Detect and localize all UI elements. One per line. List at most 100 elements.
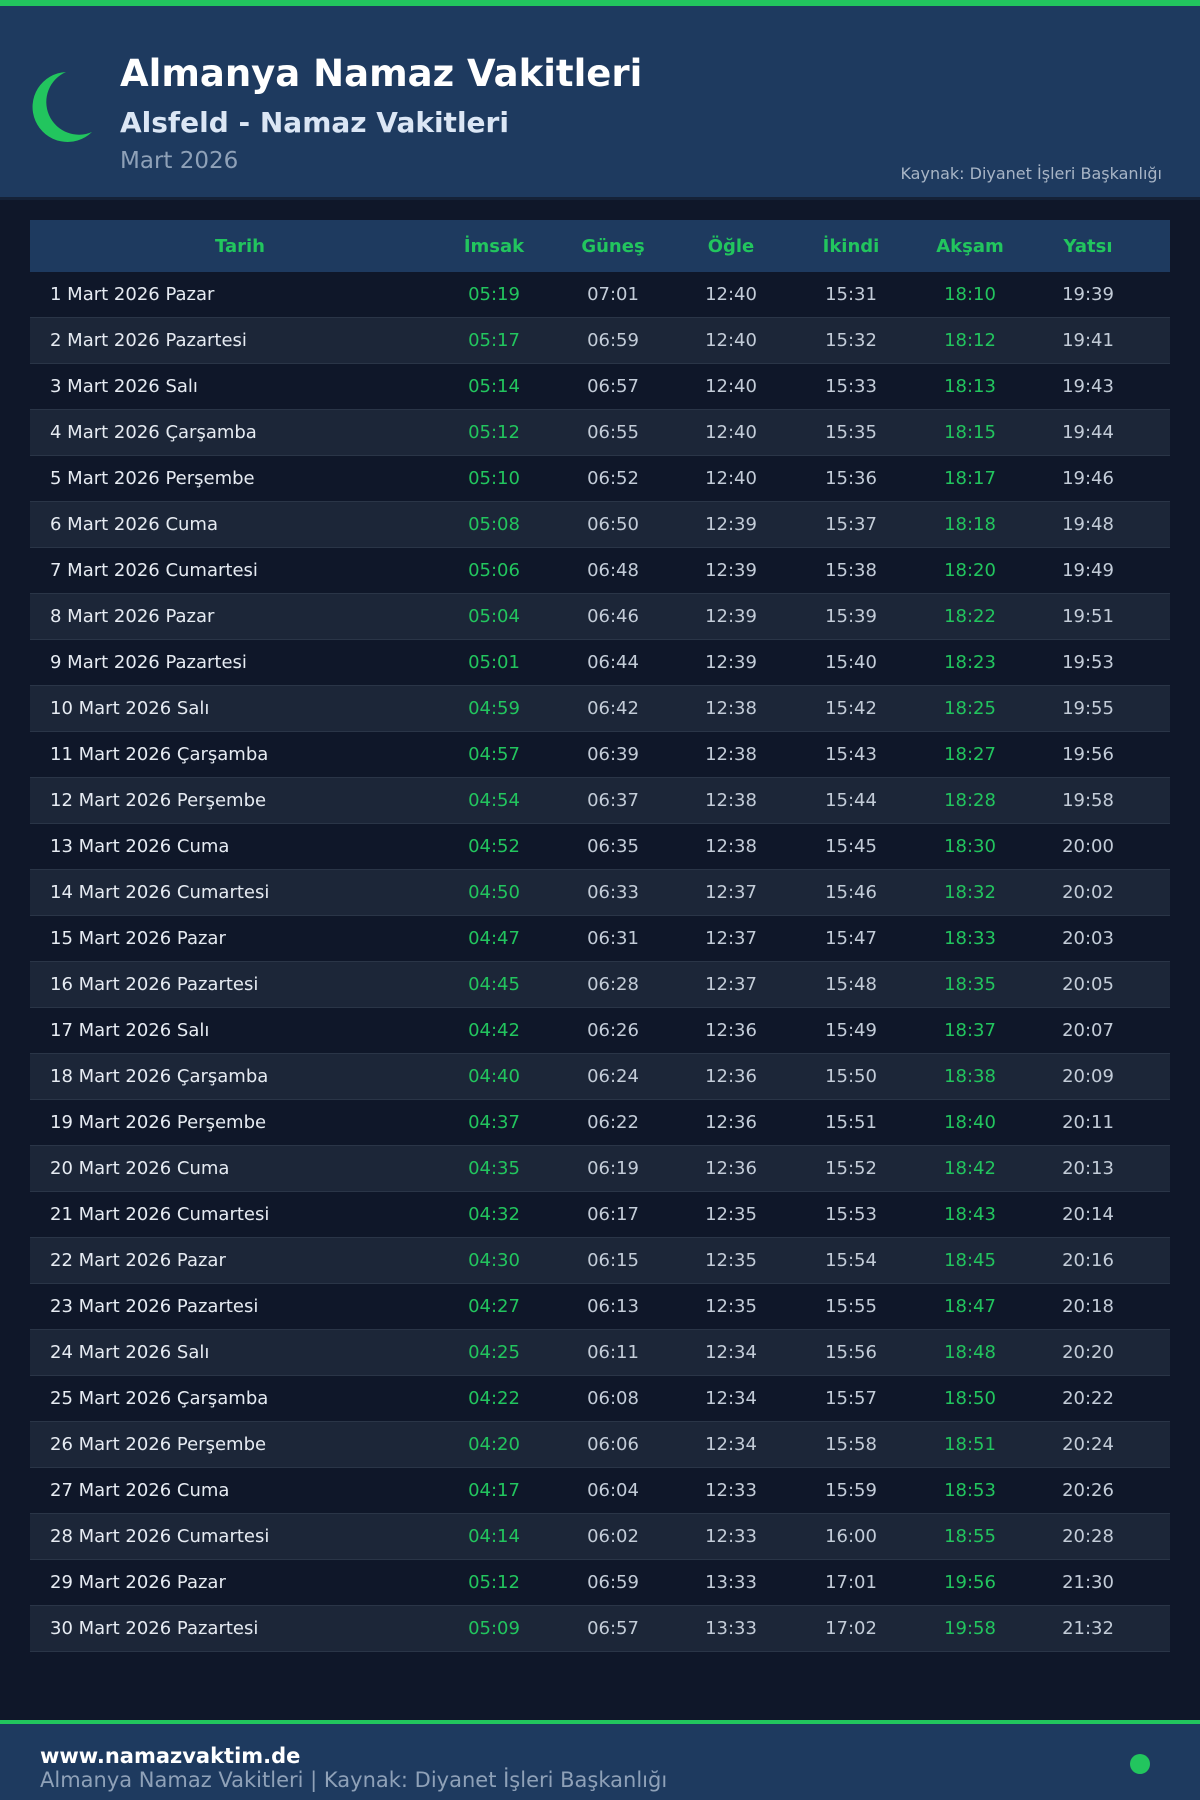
source-label: Kaynak: Diyanet İşleri Başkanlığı	[900, 164, 1162, 183]
column-header-yatsi: Yatsı	[1063, 235, 1113, 257]
cell-ogle: 12:38	[705, 836, 757, 857]
cell-imsak: 05:06	[468, 560, 520, 581]
cell-ikindi: 17:02	[825, 1618, 877, 1639]
cell-gunes: 06:48	[587, 560, 639, 581]
cell-gunes: 06:42	[587, 698, 639, 719]
top-accent-bar	[0, 0, 1200, 6]
cell-date: 5 Mart 2026 Perşembe	[50, 468, 255, 489]
cell-aksam: 18:12	[944, 330, 996, 351]
cell-date: 19 Mart 2026 Perşembe	[50, 1112, 267, 1133]
cell-ikindi: 15:56	[825, 1342, 877, 1363]
table-row: 23 Mart 2026 Pazartesi 04:27 06:13 12:35 15:…	[30, 1284, 1170, 1330]
cell-ikindi: 15:40	[825, 652, 877, 673]
cell-yatsi: 19:41	[1062, 330, 1114, 351]
cell-ikindi: 16:00	[825, 1526, 877, 1547]
cell-gunes: 06:59	[587, 330, 639, 351]
cell-date: 1 Mart 2026 Pazar	[50, 284, 215, 305]
table-row: 2 Mart 2026 Pazartesi 05:17 06:59 12:40 15:3…	[30, 318, 1170, 364]
cell-aksam: 18:30	[944, 836, 996, 857]
table-row: 17 Mart 2026 Salı 04:42 06:26 12:36 15:49 18:…	[30, 1008, 1170, 1054]
table-row: 8 Mart 2026 Pazar 05:04 06:46 12:39 15:39 18:…	[30, 594, 1170, 640]
cell-gunes: 06:15	[587, 1250, 639, 1271]
cell-ogle: 13:33	[705, 1618, 757, 1639]
table-row: 26 Mart 2026 Perşembe 04:20 06:06 12:34 15:5…	[30, 1422, 1170, 1468]
cell-date: 29 Mart 2026 Pazar	[50, 1572, 226, 1593]
cell-ogle: 12:40	[705, 468, 757, 489]
cell-ikindi: 15:46	[825, 882, 877, 903]
cell-date: 12 Mart 2026 Perşembe	[50, 790, 267, 811]
cell-gunes: 06:35	[587, 836, 639, 857]
cell-ogle: 12:36	[705, 1112, 757, 1133]
cell-date: 10 Mart 2026 Salı	[50, 698, 210, 719]
cell-aksam: 18:47	[944, 1296, 996, 1317]
status-dot-icon	[1130, 1754, 1150, 1774]
footer-site-link[interactable]: www.namazvaktim.de	[40, 1744, 301, 1768]
cell-gunes: 06:06	[587, 1434, 639, 1455]
cell-imsak: 04:20	[468, 1434, 520, 1455]
cell-ogle: 12:36	[705, 1020, 757, 1041]
cell-gunes: 07:01	[587, 284, 639, 305]
cell-gunes: 06:50	[587, 514, 639, 535]
cell-ikindi: 15:57	[825, 1388, 877, 1409]
cell-date: 13 Mart 2026 Cuma	[50, 836, 230, 857]
cell-aksam: 18:35	[944, 974, 996, 995]
cell-yatsi: 20:07	[1062, 1020, 1114, 1041]
cell-imsak: 05:01	[468, 652, 520, 673]
cell-gunes: 06:44	[587, 652, 639, 673]
cell-yatsi: 21:30	[1062, 1572, 1114, 1593]
cell-ogle: 12:36	[705, 1158, 757, 1179]
cell-imsak: 04:25	[468, 1342, 520, 1363]
cell-ikindi: 15:37	[825, 514, 877, 535]
cell-ogle: 12:38	[705, 744, 757, 765]
cell-aksam: 18:27	[944, 744, 996, 765]
month-label: Mart 2026	[120, 148, 239, 174]
page-header: Almanya Namaz Vakitleri Alsfeld - Namaz …	[0, 6, 1200, 200]
cell-yatsi: 19:51	[1062, 606, 1114, 627]
cell-ikindi: 15:35	[825, 422, 877, 443]
cell-ikindi: 15:33	[825, 376, 877, 397]
cell-ogle: 12:34	[705, 1388, 757, 1409]
cell-ogle: 12:35	[705, 1296, 757, 1317]
cell-date: 21 Mart 2026 Cumartesi	[50, 1204, 270, 1225]
table-row: 14 Mart 2026 Cumartesi 04:50 06:33 12:37 15:…	[30, 870, 1170, 916]
cell-yatsi: 20:03	[1062, 928, 1114, 949]
cell-imsak: 04:17	[468, 1480, 520, 1501]
table-row: 27 Mart 2026 Cuma 04:17 06:04 12:33 15:59 18:…	[30, 1468, 1170, 1514]
cell-aksam: 19:58	[944, 1618, 996, 1639]
cell-gunes: 06:26	[587, 1020, 639, 1041]
cell-imsak: 05:17	[468, 330, 520, 351]
cell-date: 30 Mart 2026 Pazartesi	[50, 1618, 259, 1639]
cell-gunes: 06:37	[587, 790, 639, 811]
cell-imsak: 04:59	[468, 698, 520, 719]
cell-imsak: 04:47	[468, 928, 520, 949]
cell-ogle: 12:40	[705, 376, 757, 397]
cell-ikindi: 15:47	[825, 928, 877, 949]
cell-imsak: 04:52	[468, 836, 520, 857]
page-footer: www.namazvaktim.de Almanya Namaz Vakitle…	[0, 1720, 1200, 1800]
cell-date: 26 Mart 2026 Perşembe	[50, 1434, 267, 1455]
column-header-date: Tarih	[215, 235, 265, 257]
cell-ogle: 12:39	[705, 560, 757, 581]
table-row: 4 Mart 2026 Çarşamba 05:12 06:55 12:40 15:35…	[30, 410, 1170, 456]
table-row: 16 Mart 2026 Pazartesi 04:45 06:28 12:37 15:…	[30, 962, 1170, 1008]
cell-yatsi: 20:09	[1062, 1066, 1114, 1087]
cell-ikindi: 15:31	[825, 284, 877, 305]
cell-gunes: 06:19	[587, 1158, 639, 1179]
cell-ogle: 12:40	[705, 284, 757, 305]
cell-yatsi: 19:56	[1062, 744, 1114, 765]
cell-aksam: 18:25	[944, 698, 996, 719]
cell-ogle: 12:34	[705, 1342, 757, 1363]
cell-ogle: 12:34	[705, 1434, 757, 1455]
cell-aksam: 18:38	[944, 1066, 996, 1087]
table-row: 6 Mart 2026 Cuma 05:08 06:50 12:39 15:37 18:1…	[30, 502, 1170, 548]
cell-date: 23 Mart 2026 Pazartesi	[50, 1296, 259, 1317]
table-row: 12 Mart 2026 Perşembe 04:54 06:37 12:38 15:4…	[30, 778, 1170, 824]
cell-date: 14 Mart 2026 Cumartesi	[50, 882, 270, 903]
cell-ogle: 12:38	[705, 790, 757, 811]
cell-aksam: 18:32	[944, 882, 996, 903]
cell-gunes: 06:02	[587, 1526, 639, 1547]
page-subtitle: Alsfeld - Namaz Vakitleri	[120, 106, 509, 139]
cell-ogle: 12:35	[705, 1250, 757, 1271]
table-row: 29 Mart 2026 Pazar 05:12 06:59 13:33 17:01 19…	[30, 1560, 1170, 1606]
cell-ogle: 12:33	[705, 1526, 757, 1547]
